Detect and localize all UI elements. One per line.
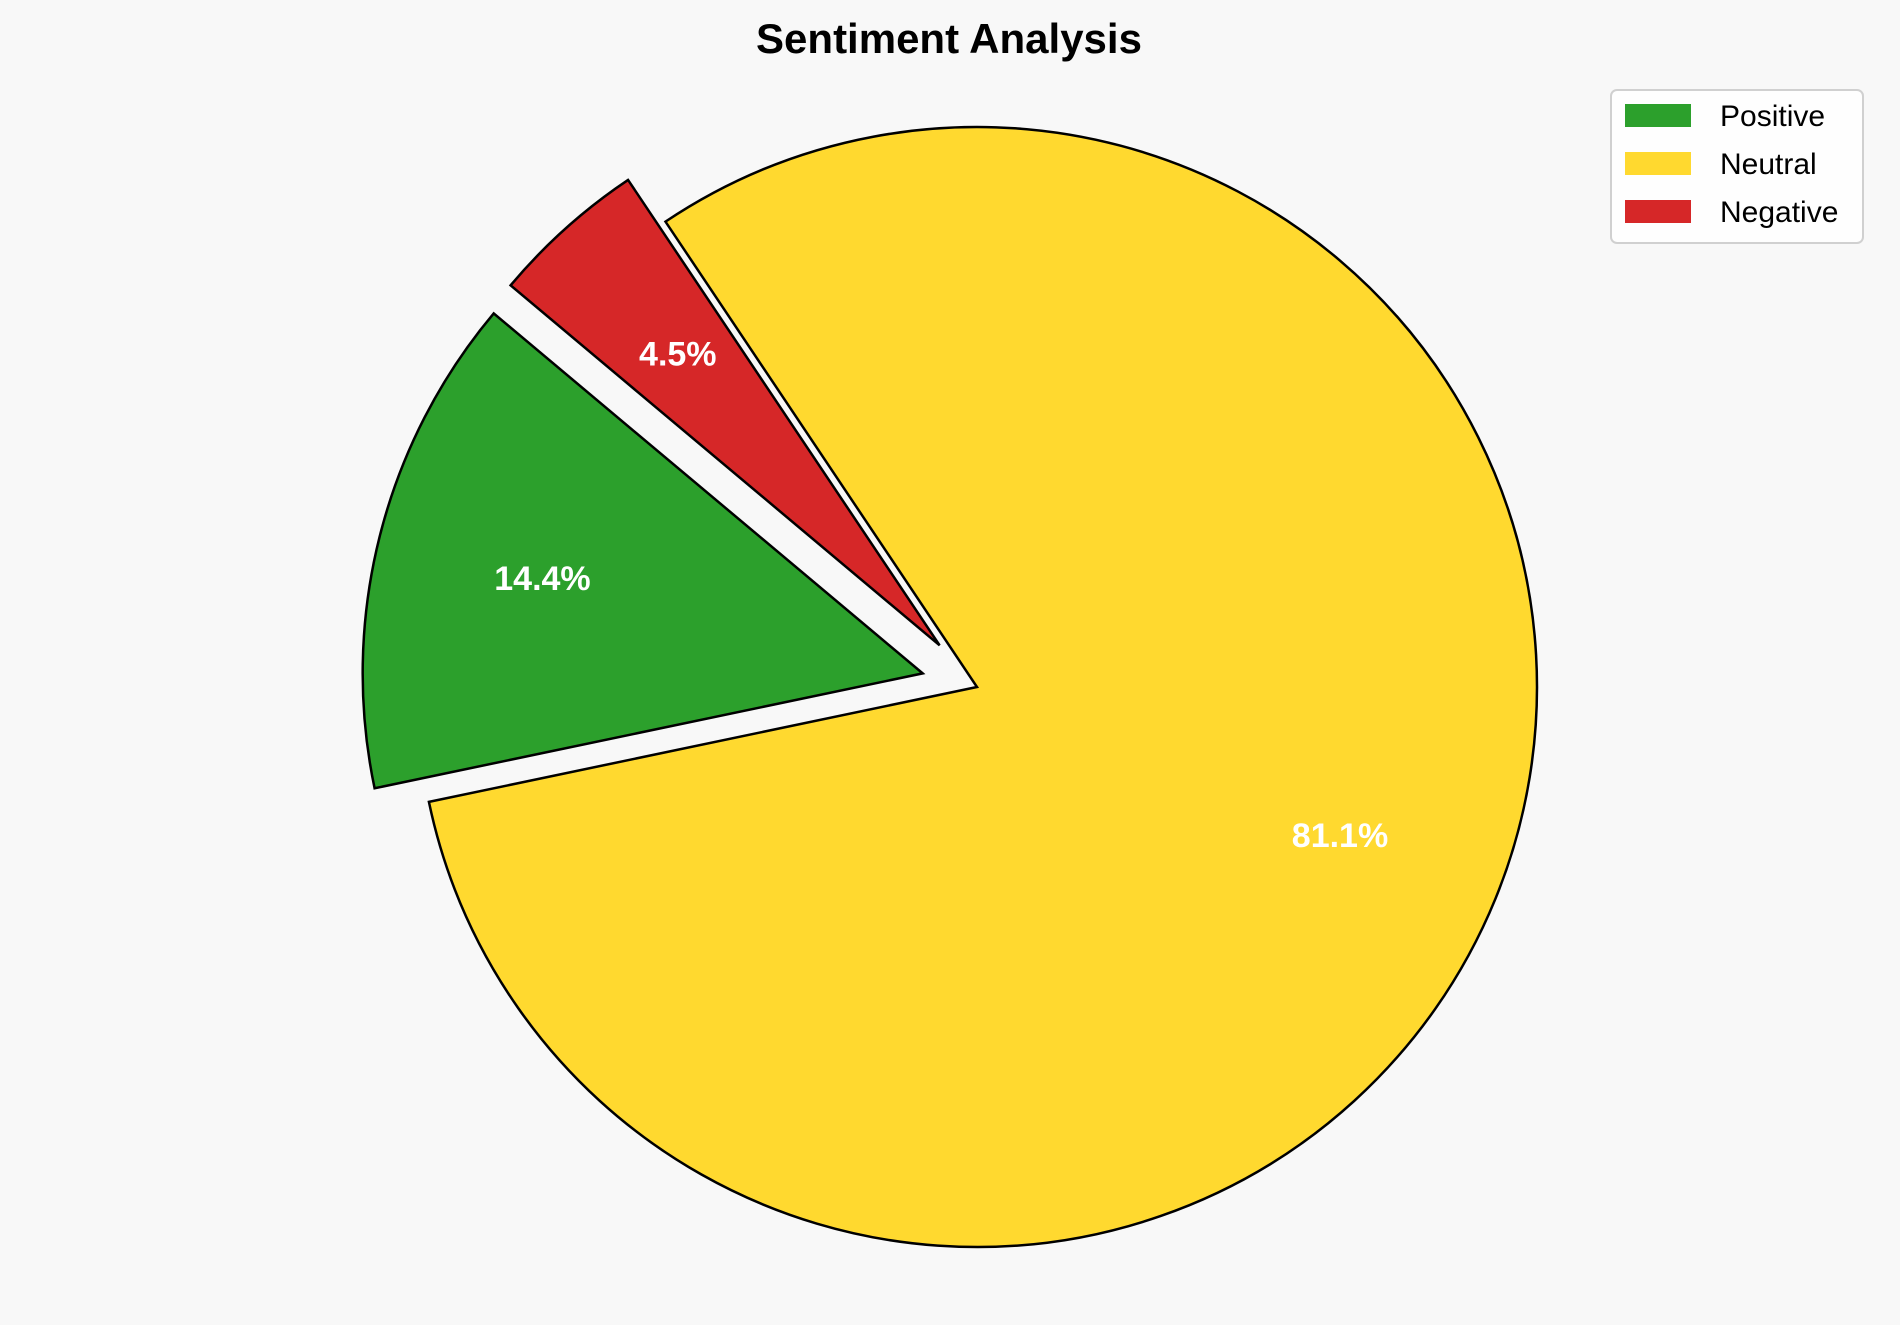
legend-swatch-neutral [1625,152,1691,175]
legend-swatch-positive [1625,104,1691,127]
pie-slices [361,125,1539,1249]
pie-slice-negative [508,178,941,647]
pie-slice-positive [361,311,926,790]
pie-labels: 14.4% 81.1% 4.5% [494,336,1388,855]
legend-label-negative: Negative [1720,196,1838,229]
legend-label-neutral: Neutral [1720,148,1817,181]
legend-swatch-negative [1625,200,1691,223]
chart-title: Sentiment Analysis [756,15,1142,62]
legend-label-positive: Positive [1720,100,1825,133]
pie-slice-neutral [427,125,1539,1249]
pie-label-negative: 4.5% [639,336,717,374]
pie-label-positive: 14.4% [494,560,590,598]
pie-label-neutral: 81.1% [1292,817,1388,855]
legend: Positive Neutral Negative [1610,89,1864,244]
